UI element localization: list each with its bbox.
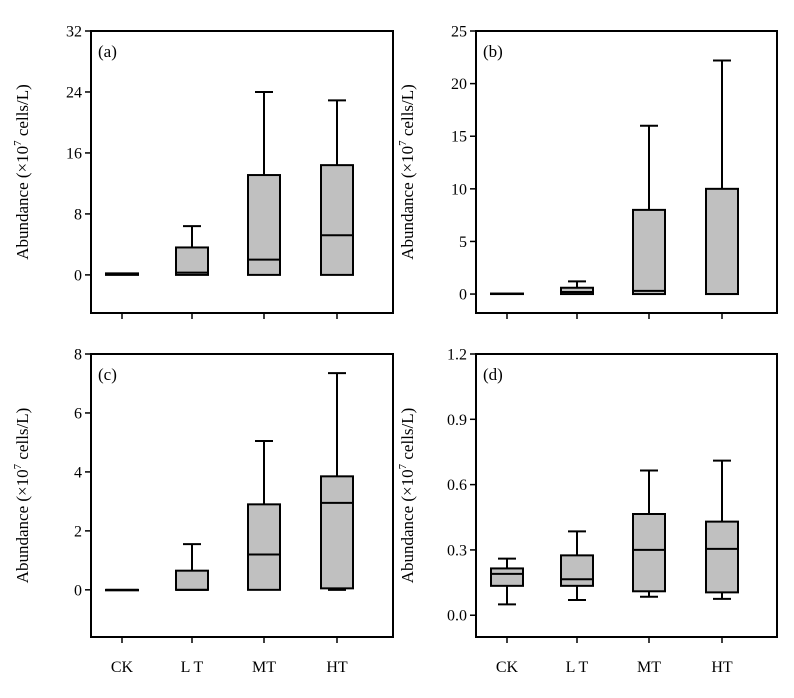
y-tick-label: 8 — [74, 206, 82, 223]
box-ht — [320, 372, 354, 591]
box-iqr — [320, 475, 354, 590]
plot-frame — [90, 353, 394, 638]
y-tick-label: 0.0 — [447, 608, 467, 625]
y-tick-label: 15 — [451, 129, 467, 146]
box-mt — [247, 90, 281, 276]
y-tick-label: 0 — [459, 287, 467, 304]
box-ht — [705, 459, 739, 600]
box-iqr — [632, 513, 666, 593]
box-iqr — [490, 567, 524, 587]
panel-label: (b) — [483, 42, 503, 61]
box-ht — [320, 99, 354, 276]
y-tick-label: 24 — [66, 84, 82, 101]
box-iqr — [175, 246, 209, 276]
x-tick-label-lt: L T — [566, 659, 589, 676]
box-ck — [490, 557, 524, 606]
y-tick-label: 20 — [451, 76, 467, 93]
chart-panel-d: 0.0 0.3 0.6 0.9 1.2 (d) Abundance (×107 cells/… — [397, 347, 778, 643]
y-tick-label: 4 — [74, 464, 82, 481]
y-tick-label: 6 — [74, 405, 82, 422]
x-tick-label-ck: CK — [496, 659, 519, 676]
box-iqr — [560, 554, 594, 587]
y-axis-label: Abundance (×107 cells/L) — [397, 84, 417, 260]
y-tick-label: 0.9 — [447, 412, 467, 429]
y-tick-label: 10 — [451, 181, 467, 198]
y-tick-label: 8 — [74, 347, 82, 364]
y-tick-label: 0.3 — [447, 542, 467, 559]
y-tick-label: 32 — [66, 24, 82, 41]
box-iqr — [175, 569, 209, 591]
box-lt — [560, 530, 594, 601]
y-tick-label: 25 — [451, 24, 467, 41]
panel-label: (c) — [98, 365, 117, 384]
x-tick-label-mt: MT — [637, 659, 661, 676]
box-iqr — [560, 286, 594, 296]
plot-frame — [90, 30, 394, 314]
y-tick-label: 1.2 — [447, 347, 467, 364]
chart-panel-b: 0 5 10 15 20 25 (b) Abundance (×107 cells/L) — [397, 24, 778, 319]
box-ht — [705, 59, 739, 296]
y-tick-label: 0 — [74, 582, 82, 599]
box-ck — [105, 588, 139, 592]
box-iqr — [247, 174, 281, 276]
y-axis-label: Abundance (×107 cells/L) — [12, 84, 32, 260]
y-tick-label: 2 — [74, 523, 82, 540]
box-iqr — [632, 208, 666, 296]
y-tick-label: 5 — [459, 234, 467, 251]
box-lt — [175, 543, 209, 591]
x-tick-label-ck: CK — [111, 659, 134, 676]
plot-frame — [475, 353, 778, 638]
panel-label: (d) — [483, 365, 503, 384]
box-iqr — [247, 503, 281, 591]
y-tick-label: 0.6 — [447, 477, 467, 494]
y-axis-label: Abundance (×107 cells/L) — [397, 408, 417, 584]
y-tick-label: 0 — [74, 267, 82, 284]
box-iqr — [320, 164, 354, 276]
box-mt — [632, 469, 666, 598]
y-axis-label: Abundance (×107 cells/L) — [12, 408, 32, 584]
box-mt — [632, 124, 666, 296]
box-ck — [105, 272, 139, 276]
y-tick-label: 16 — [66, 145, 82, 162]
box-lt — [175, 225, 209, 276]
box-lt — [560, 280, 594, 296]
plot-frame — [475, 30, 778, 314]
box-iqr — [705, 520, 739, 594]
chart-panel-c: 0 2 4 6 8 (c) Abundance (×107 cells/L) — [12, 347, 394, 643]
box-mt — [247, 439, 281, 591]
chart-panel-a: 0 8 16 24 32 (a) Abundance (×107 cells/L) — [12, 24, 394, 319]
x-tick-label-ht: HT — [711, 659, 733, 676]
x-tick-label-mt: MT — [252, 659, 276, 676]
panel-label: (a) — [98, 42, 117, 61]
x-tick-label-ht: HT — [326, 659, 348, 676]
x-tick-label-lt: L T — [181, 659, 204, 676]
box-ck — [490, 292, 524, 296]
box-iqr — [705, 187, 739, 296]
